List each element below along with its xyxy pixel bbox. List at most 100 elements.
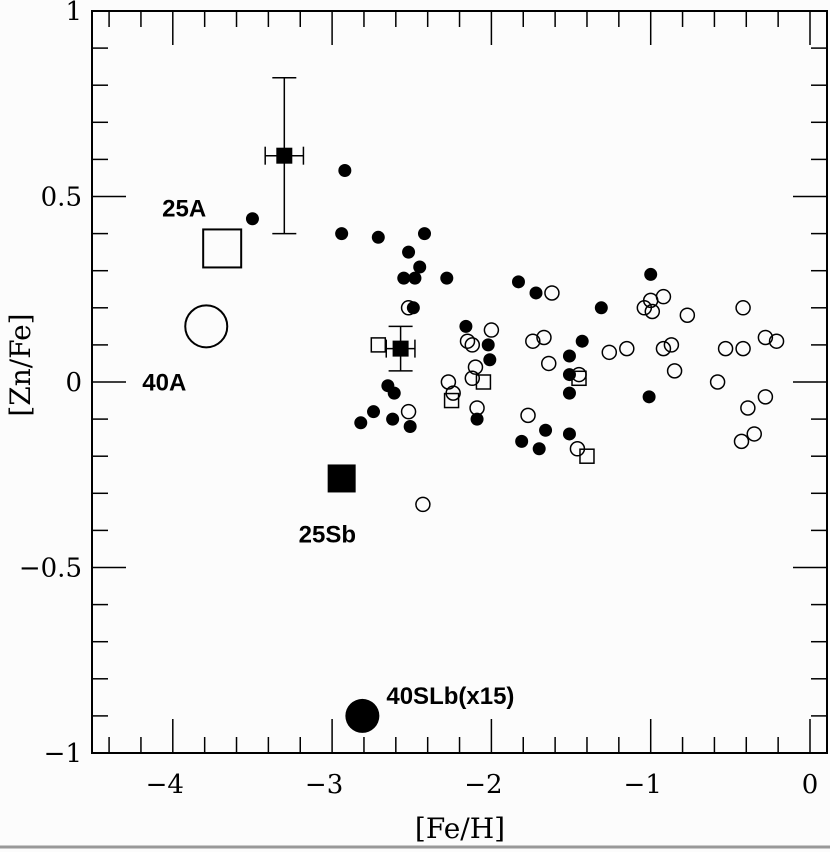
filled-circle-point <box>371 230 385 244</box>
open-circle-point <box>746 426 762 442</box>
axis-ticks <box>92 10 827 754</box>
open-circle-point <box>768 333 785 349</box>
x-tick-labels: −4 −3 −2 −1 0 <box>146 770 819 800</box>
annotation-label: 25A <box>162 195 206 222</box>
plot-frame <box>91 10 828 754</box>
annotation-label: 40SLb(x15) <box>386 683 514 710</box>
x-tick-label: −2 <box>464 770 502 800</box>
filled-circle-point <box>594 301 608 315</box>
open-circle-point <box>740 400 756 416</box>
x-tick-label: −3 <box>305 770 343 800</box>
open-circle-point <box>679 307 696 323</box>
filled-circle-point <box>440 271 454 285</box>
open-square-point <box>571 370 587 387</box>
open-square-point <box>370 337 387 353</box>
y-tick-label: −0.5 <box>19 554 82 584</box>
filled-circle-point <box>483 353 497 367</box>
open-circle-point <box>601 344 618 361</box>
filled-circle-point <box>562 427 576 441</box>
open-circle-point <box>655 340 672 357</box>
filled-circle-point <box>529 286 543 300</box>
x-axis-title: [Fe/H] <box>415 812 505 845</box>
open-circle-point <box>459 333 476 349</box>
open-circle-point <box>619 340 635 357</box>
annotations: 25A 40A 25Sb 40SLb(x15) <box>142 195 514 733</box>
filled-circle-point <box>386 412 400 426</box>
open-circle-point <box>483 322 500 338</box>
filled-circle-point <box>539 423 553 437</box>
filled-circle-point <box>575 334 589 348</box>
filled-circle-point <box>413 260 427 274</box>
open-circle-point <box>400 403 417 420</box>
y-tick-labels: −1 −0.5 0 0.5 1 <box>19 0 82 769</box>
annotation-label: 25Sb <box>299 521 356 548</box>
filled-circle-point <box>532 442 546 456</box>
filled-circle-point <box>642 390 656 404</box>
filled-circle-point <box>644 267 658 281</box>
filled-circle-point <box>245 212 259 226</box>
filled-circle-point <box>367 405 381 419</box>
open-square-point <box>579 448 595 464</box>
open-circle-point <box>464 337 481 353</box>
open-circle-point <box>520 407 536 424</box>
y-tick-label: −1 <box>44 739 82 769</box>
x-tick-label: −1 <box>624 770 662 800</box>
filled-circle-point <box>406 301 420 315</box>
annotation-label: 40A <box>142 369 186 396</box>
filled-circle-point <box>338 164 352 178</box>
large-open-square-marker <box>202 228 243 269</box>
y-tick-label: 0 <box>65 368 82 398</box>
open-square-point <box>443 392 460 409</box>
open-square-point <box>475 374 492 390</box>
filled-circle-point <box>335 227 349 241</box>
large-filled-circle-marker <box>345 698 380 733</box>
filled-circle-point <box>354 416 368 430</box>
filled-circle-point <box>562 386 576 400</box>
open-circle-point <box>440 374 457 390</box>
open-circle-point <box>525 333 541 349</box>
open-circle-point <box>400 300 417 316</box>
open-circle-point <box>717 340 734 357</box>
open-circle-point <box>735 300 751 316</box>
filled-circle-point <box>470 412 484 426</box>
open-circle-point <box>655 288 672 305</box>
filled-circle-point <box>408 271 422 285</box>
filled-square-point <box>276 147 293 164</box>
filled-square-point <box>392 340 409 357</box>
x-tick-label: 0 <box>802 770 819 800</box>
filled-circle-point <box>562 349 576 363</box>
y-tick-label: 1 <box>65 0 82 27</box>
filled-circle-point <box>397 271 411 285</box>
open-circle-point <box>757 389 774 405</box>
filled-circle-point <box>459 319 473 333</box>
open-circle-point <box>709 374 726 390</box>
open-circle-point <box>733 433 750 450</box>
y-axis-title: [Zn/Fe] <box>4 313 37 416</box>
filled-circle-point <box>515 434 529 448</box>
open-circle-point <box>469 400 485 416</box>
filled-circle-point <box>511 275 525 289</box>
open-circle-point <box>540 355 557 372</box>
y-tick-label: 0.5 <box>41 183 82 213</box>
open-circle-point <box>464 370 481 387</box>
open-circle-point <box>735 340 751 357</box>
open-circle-point <box>666 363 683 379</box>
open-circle-point <box>757 329 774 346</box>
filled-circle-point <box>402 245 416 259</box>
filled-circle-point <box>417 227 431 241</box>
open-circle-point <box>544 285 560 301</box>
open-circle-point <box>636 300 653 316</box>
large-filled-square-marker <box>327 464 356 493</box>
open-circle-point <box>415 496 431 513</box>
filled-circle-point <box>387 386 401 400</box>
filled-circle-point <box>481 338 495 352</box>
open-circle-point <box>644 303 661 320</box>
data-marks <box>245 77 785 513</box>
large-open-circle-marker <box>184 304 229 349</box>
open-circle-point <box>467 359 484 375</box>
open-circle-point <box>663 337 680 353</box>
filled-circle-point <box>403 420 417 434</box>
x-tick-label: −4 <box>146 770 184 800</box>
open-circle-point <box>536 329 552 346</box>
